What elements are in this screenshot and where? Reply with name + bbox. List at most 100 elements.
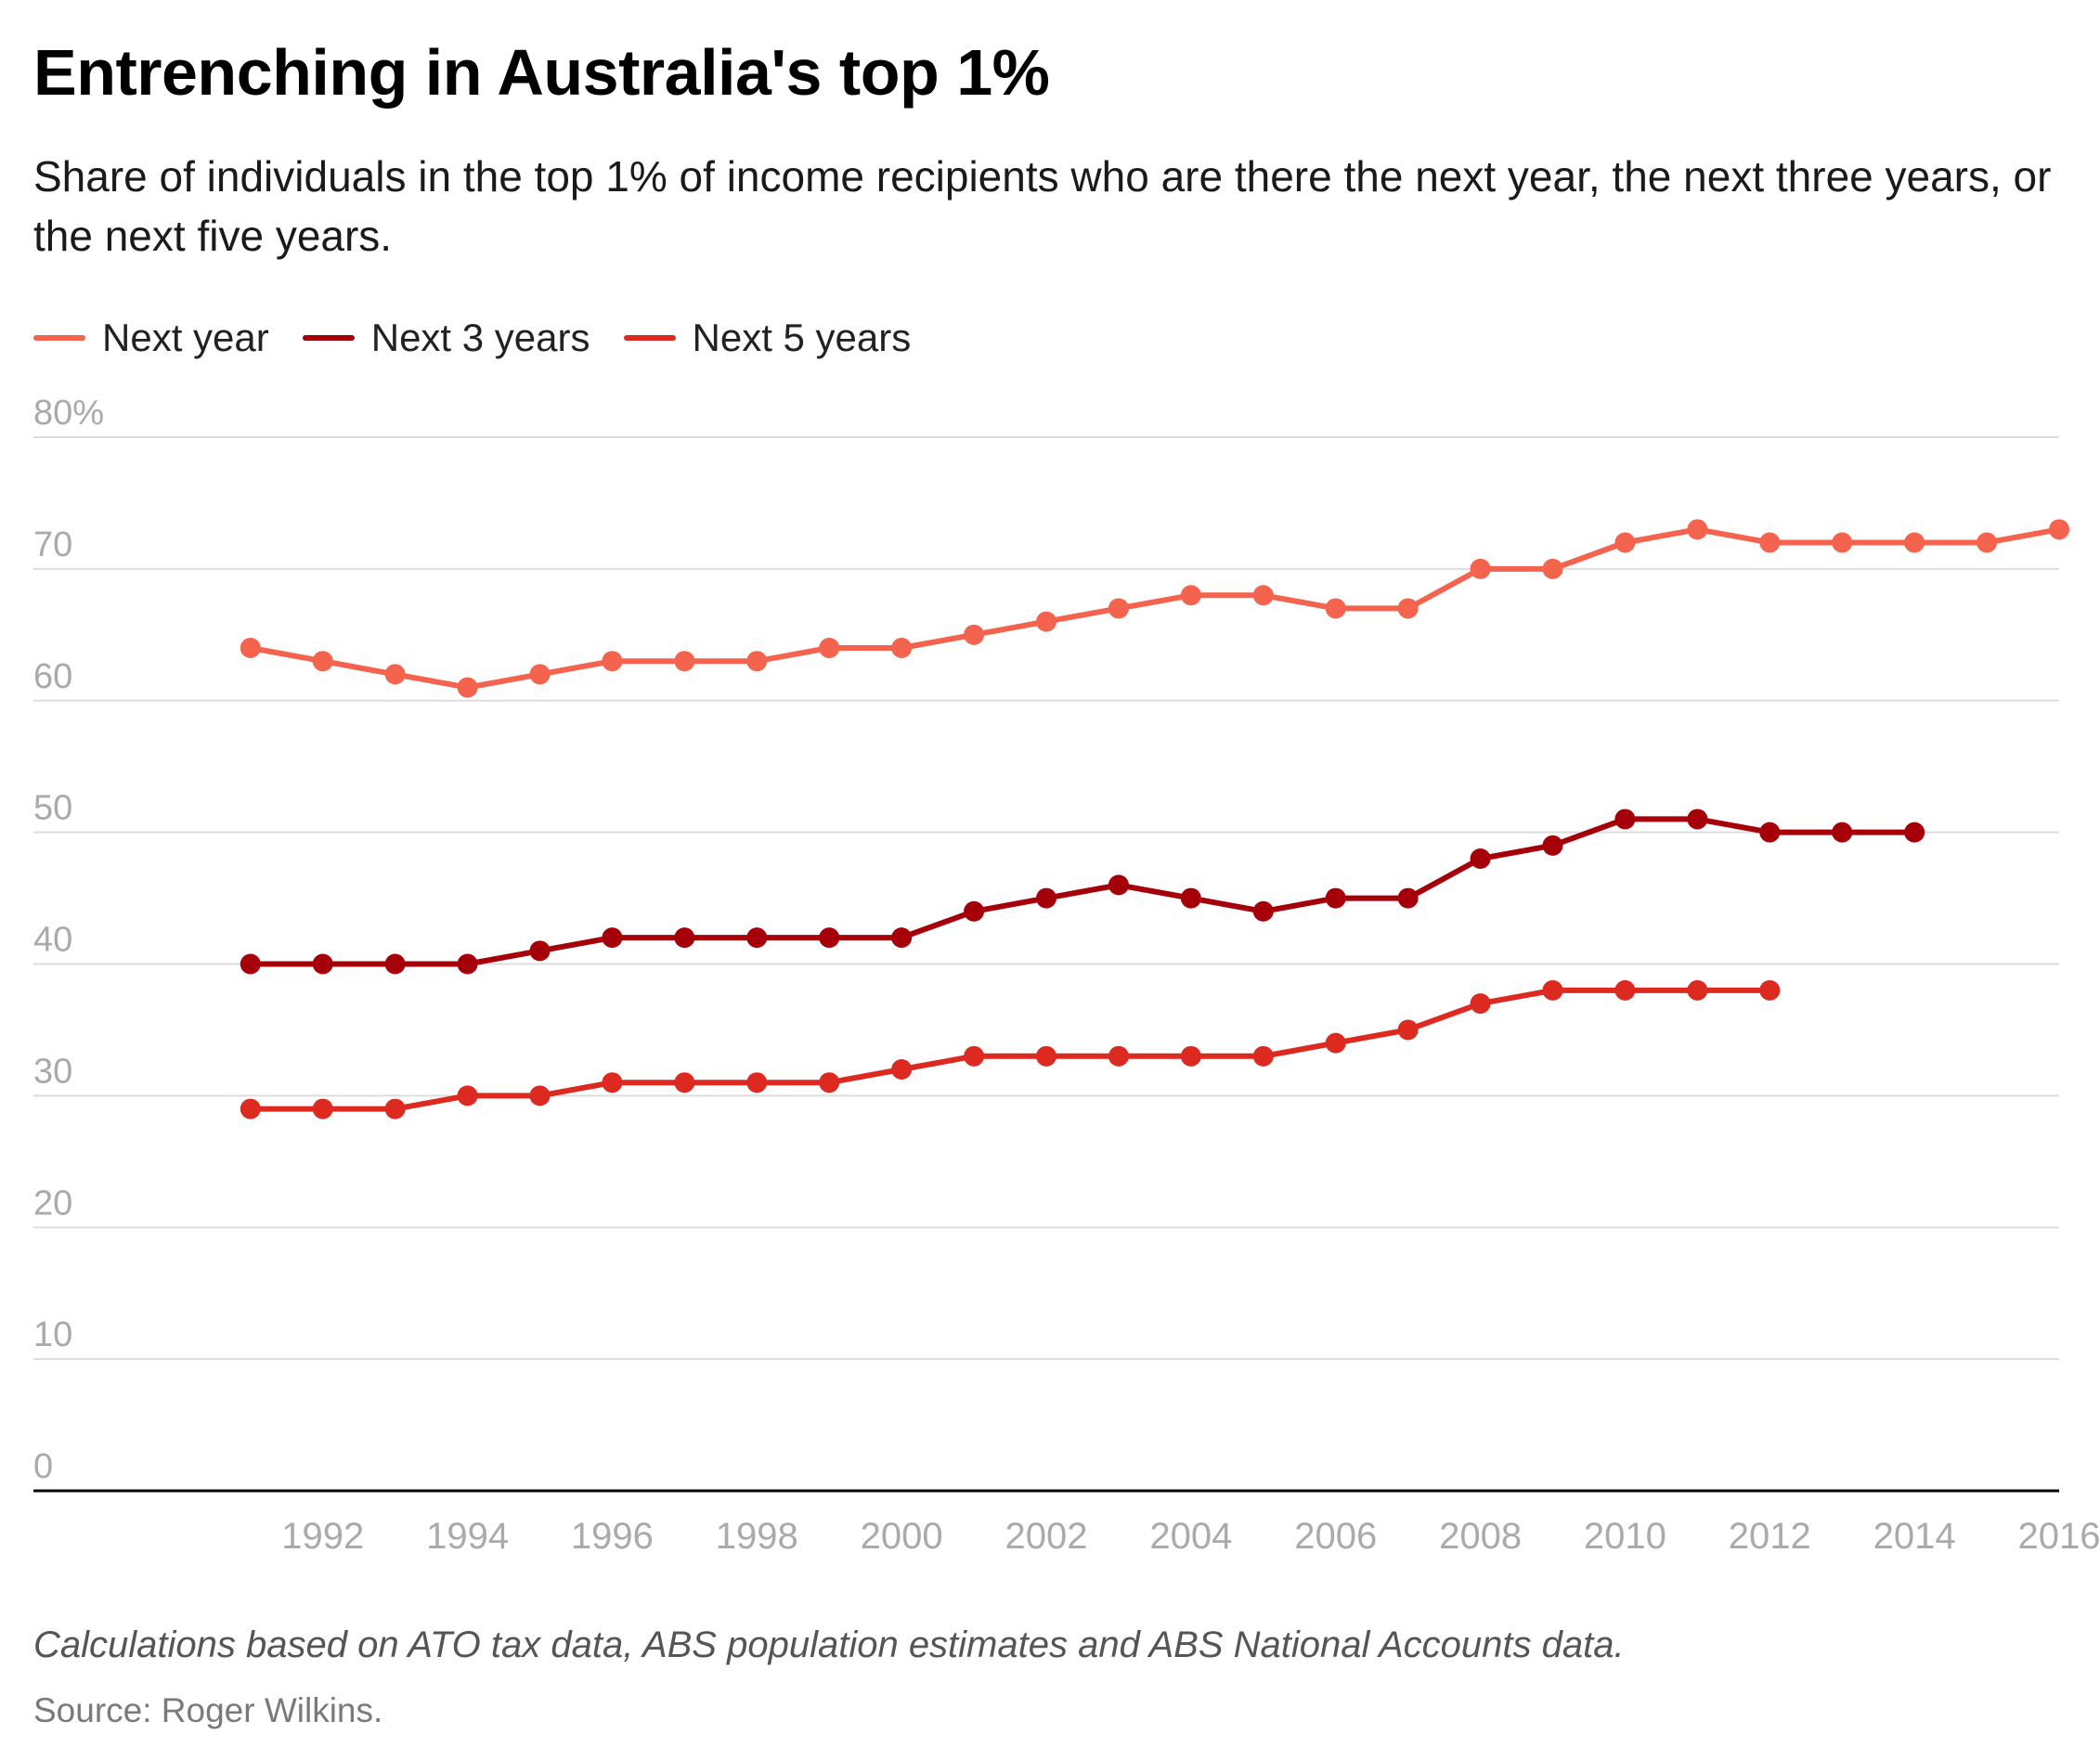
data-point-next-5-years [964, 1045, 985, 1067]
data-point-next-5-years [602, 1072, 623, 1094]
legend-label-next-3-years: Next 3 years [370, 316, 590, 359]
x-tick-label: 2014 [1873, 1516, 1956, 1557]
data-point-next-year [1036, 611, 1056, 632]
y-tick-label: 30 [33, 1052, 72, 1091]
series-line-next-5-years [247, 987, 1773, 1112]
data-point-next-5-years [1614, 979, 1636, 1001]
data-point-next-5-years [529, 1085, 551, 1106]
data-point-next-5-years [674, 1072, 695, 1094]
x-tick-label: 1992 [281, 1516, 364, 1557]
data-point-next-year [1614, 532, 1636, 553]
footnote: Calculations based on ATO tax data, ABS … [33, 1624, 1625, 1665]
data-point-next-3-years [1325, 887, 1346, 909]
data-point-next-3-years [1904, 822, 1925, 843]
data-point-next-3-years [746, 927, 768, 949]
data-point-next-year [1397, 598, 1419, 619]
data-point-next-year [891, 638, 913, 658]
data-point-next-5-years [1108, 1045, 1129, 1067]
data-point-next-5-years [1325, 1032, 1346, 1054]
data-point-next-5-years [384, 1098, 406, 1119]
data-point-next-3-years [1832, 822, 1853, 843]
source-credit: Source: Roger Wilkins. [33, 1691, 383, 1729]
data-point-next-year [1470, 558, 1491, 579]
data-point-next-3-years [1687, 809, 1708, 830]
x-tick-label: 2006 [1294, 1516, 1377, 1557]
series-line-next-year [247, 526, 2062, 691]
data-point-next-5-years [1180, 1045, 1201, 1067]
legend-swatch-next-3-years [302, 335, 355, 341]
data-point-next-3-years [819, 927, 840, 949]
data-point-next-5-years [1542, 979, 1563, 1001]
y-tick-label: 10 [33, 1315, 72, 1354]
data-point-next-3-years [1036, 887, 1056, 909]
data-point-next-year [2049, 519, 2069, 540]
data-point-next-5-years [1470, 993, 1491, 1015]
data-point-next-3-years [1180, 887, 1201, 909]
data-point-next-3-years [1108, 874, 1129, 896]
data-point-next-year [1832, 532, 1853, 553]
x-tick-label: 2016 [2018, 1516, 2100, 1557]
x-tick-label: 2012 [1729, 1516, 1811, 1557]
data-point-next-5-years [746, 1072, 768, 1094]
data-point-next-3-years [384, 953, 406, 975]
data-point-next-3-years [1759, 822, 1781, 843]
legend-swatch-next-5-years [623, 335, 676, 341]
x-tick-label: 2002 [1005, 1516, 1088, 1557]
chart-title: Entrenching in Australia's top 1% [33, 36, 1050, 109]
y-tick-label: 80% [33, 394, 104, 433]
data-point-next-3-years [674, 927, 695, 949]
x-tick-label: 2004 [1149, 1516, 1232, 1557]
y-tick-label: 60 [33, 657, 72, 696]
data-point-next-5-years [457, 1085, 478, 1106]
x-tick-label: 2008 [1439, 1516, 1522, 1557]
legend-item-next-3-years: Next 3 years [302, 316, 590, 360]
data-point-next-3-years [964, 900, 985, 922]
data-point-next-year [819, 638, 840, 658]
data-point-next-5-years [891, 1059, 913, 1080]
data-point-next-year [312, 651, 333, 672]
x-tick-label: 1994 [426, 1516, 509, 1557]
data-point-next-3-years [602, 927, 623, 949]
data-point-next-3-years [1542, 835, 1563, 856]
x-tick-label: 2010 [1584, 1516, 1666, 1557]
data-point-next-year [674, 651, 695, 672]
y-tick-label: 20 [33, 1184, 72, 1223]
data-point-next-3-years [1252, 900, 1274, 922]
data-point-next-year [1977, 532, 1998, 553]
data-point-next-year [529, 664, 551, 685]
data-point-next-5-years [1397, 1019, 1419, 1041]
data-point-next-5-years [240, 1098, 261, 1119]
data-point-next-3-years [240, 953, 261, 975]
legend-item-next-year: Next year [33, 316, 269, 360]
data-point-next-3-years [457, 953, 478, 975]
y-tick-label: 0 [33, 1447, 53, 1486]
y-tick-label: 70 [33, 525, 72, 564]
data-point-next-3-years [1614, 809, 1636, 830]
data-point-next-5-years [1759, 979, 1781, 1001]
data-point-next-3-years [891, 927, 913, 949]
x-tick-label: 2000 [861, 1516, 943, 1557]
legend-swatch-next-year [33, 335, 85, 341]
data-point-next-5-years [819, 1072, 840, 1094]
data-point-next-year [240, 638, 261, 658]
y-tick-label: 40 [33, 921, 72, 960]
data-point-next-3-years [312, 953, 333, 975]
data-point-next-5-years [1252, 1045, 1274, 1067]
series-line-next-3-years [247, 816, 1918, 967]
data-point-next-year [1542, 558, 1563, 579]
data-point-next-5-years [1036, 1045, 1056, 1067]
data-point-next-year [964, 624, 985, 645]
x-tick-label: 1998 [716, 1516, 798, 1557]
data-point-next-5-years [1687, 979, 1708, 1001]
x-tick-label: 1996 [571, 1516, 654, 1557]
data-point-next-year [602, 651, 623, 672]
data-point-next-year [746, 651, 768, 672]
data-point-next-3-years [1470, 848, 1491, 869]
data-point-next-year [1325, 598, 1346, 619]
data-point-next-3-years [529, 940, 551, 962]
legend-label-next-year: Next year [102, 316, 269, 359]
data-point-next-year [1759, 532, 1781, 553]
data-point-next-year [1108, 598, 1129, 619]
legend-label-next-5-years: Next 5 years [692, 316, 912, 359]
data-point-next-year [1904, 532, 1925, 553]
